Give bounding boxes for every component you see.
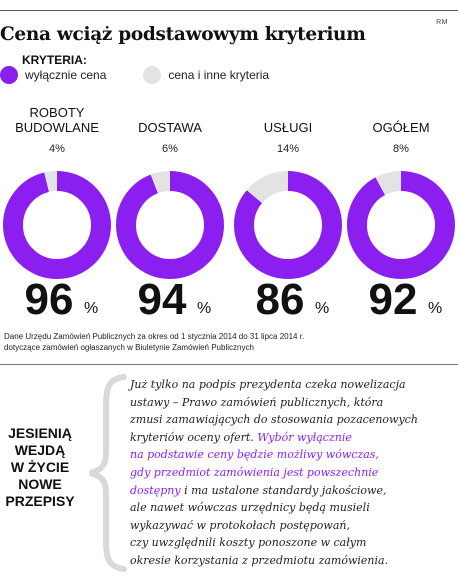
highlighted-text: gdy przedmiot zamówienia jest powszechni…	[130, 465, 379, 479]
main-share-value: 86	[256, 275, 305, 324]
top-rule	[0, 10, 458, 11]
legend-swatch-price-and-other	[143, 66, 162, 84]
paragraph-text: wykazywać w protokołach postępowań,	[130, 518, 350, 532]
paragraph-line: ale nawet wówczas urzędnicy będą musieli	[130, 499, 458, 517]
main-share-value: 92	[369, 275, 418, 324]
chart-title: Cena wciąż podstawowym kryterium	[0, 24, 366, 45]
paragraph-line: kryteriów oceny ofert. Wybór wyłącznie	[130, 429, 458, 447]
source-line: dotyczące zamówień ogłaszanych w Biulety…	[4, 343, 254, 352]
author-credit: RM	[436, 19, 448, 26]
highlighted-text: Wybór wyłącznie	[257, 430, 352, 444]
paragraph-text: czy uwzględnili koszty ponoszone w całym	[130, 536, 367, 550]
source-note: Dane Urzędu Zamówień Publicznych za okre…	[4, 331, 444, 353]
article-paragraph: Już tylko na podpis prezydenta czeka now…	[130, 376, 458, 570]
category-label: USŁUGI	[264, 120, 312, 135]
minor-share-label: 6%	[162, 143, 178, 155]
donut-slice-price-only	[3, 171, 111, 279]
side-heading-line: W ŻYCIE	[10, 459, 70, 475]
legend-title: KRYTERIA:	[22, 53, 87, 67]
paragraph-text: zmusi zamawiających do stosowania pozace…	[130, 413, 418, 427]
percent-sign: %	[428, 300, 442, 317]
source-line: Dane Urzędu Zamówień Publicznych za okre…	[4, 332, 305, 341]
side-heading-line: PRZEPISY	[5, 493, 75, 509]
side-heading-line: NOWE	[18, 476, 62, 492]
paragraph-line: na podstawie ceny będzie możliwy wówczas…	[130, 446, 458, 464]
donut-slice-price-only	[234, 171, 342, 279]
percent-sign: %	[315, 300, 329, 317]
paragraph-line: zmusi zamawiających do stosowania pozace…	[130, 411, 458, 429]
legend-label-price-only: wyłącznie cena	[25, 68, 107, 82]
paragraph-text: Już tylko na podpis prezydenta czeka now…	[130, 378, 406, 391]
paragraph-text: okresie korzystania z przedmiotu zamówie…	[130, 553, 389, 567]
paragraph-line: wykazywać w protokołach postępowań,	[130, 517, 458, 535]
minor-share-label: 8%	[393, 143, 409, 155]
paragraph-line: Już tylko na podpis prezydenta czeka now…	[130, 376, 458, 394]
donut-slice-price-only	[347, 171, 455, 279]
paragraph-text: ale nawet wówczas urzędnicy będą musieli	[130, 501, 370, 515]
paragraph-text: kryteriów oceny ofert.	[130, 430, 258, 444]
paragraph-line: okresie korzystania z przedmiotu zamówie…	[130, 552, 458, 570]
side-heading: JESIENIĄ WEJDĄ W ŻYCIE NOWE PRZEPISY	[0, 425, 80, 510]
minor-share-label: 4%	[49, 143, 65, 155]
category-label: ROBOTY	[30, 105, 85, 120]
paragraph-text: i ma ustalone standardy jakościowe,	[180, 483, 387, 497]
percent-sign: %	[197, 300, 211, 317]
category-label: BUDOWLANE	[15, 120, 99, 135]
highlighted-text: dostępny	[130, 483, 181, 497]
highlighted-text: na podstawie ceny będzie możliwy wówczas…	[130, 448, 379, 462]
donut-slice-price-only	[116, 171, 224, 279]
main-share-value: 96	[25, 275, 74, 324]
main-share-value: 94	[138, 275, 187, 324]
side-heading-line: JESIENIĄ	[8, 425, 72, 441]
separator	[0, 364, 458, 365]
paragraph-line: gdy przedmiot zamówienia jest powszechni…	[130, 464, 458, 482]
minor-share-label: 14%	[277, 143, 299, 155]
legend-label-price-and-other: cena i inne kryteria	[168, 68, 270, 82]
legend-swatch-price-only	[0, 66, 18, 84]
paragraph-text: ustawy – Prawo zamówień publicznych, któ…	[130, 395, 384, 409]
category-label: DOSTAWA	[138, 120, 202, 135]
brace-decoration	[89, 374, 127, 572]
percent-sign: %	[84, 300, 98, 317]
paragraph-line: dostępny i ma ustalone standardy jakości…	[130, 482, 458, 500]
paragraph-line: ustawy – Prawo zamówień publicznych, któ…	[130, 394, 458, 412]
paragraph-line: czy uwzględnili koszty ponoszone w całym	[130, 534, 458, 552]
side-heading-line: WEJDĄ	[14, 442, 66, 458]
category-label: OGÓŁEM	[372, 120, 429, 135]
legend: wyłącznie cena cena i inne kryteria	[0, 65, 269, 85]
